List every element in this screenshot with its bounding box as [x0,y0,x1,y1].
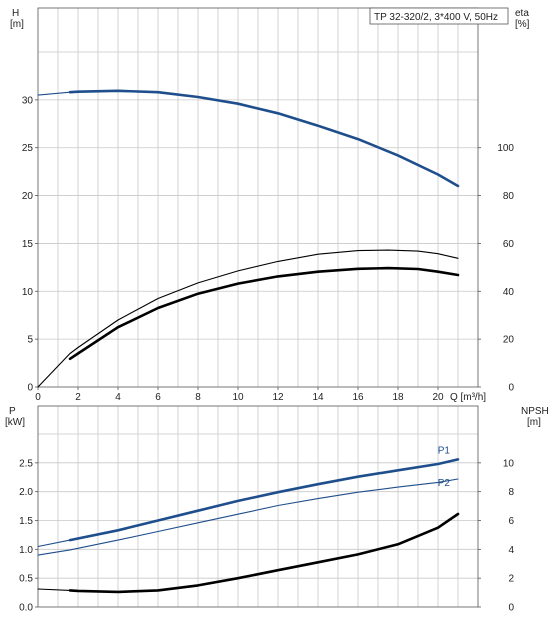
x-tick-label: 4 [115,392,121,403]
plot-frame [37,7,479,388]
y-tick-label-right: 4 [508,545,514,556]
y-tick-label-right: 20 [503,335,515,346]
y-tick-label-right: 0 [508,603,514,614]
x-axis-label: Q [m³/h] [450,392,486,403]
x-tick-label: 0 [35,392,41,403]
series-line-right-3 [37,588,71,591]
y-tick-label-right: 100 [497,143,514,154]
y-tick-label-left: 1.5 [19,516,33,527]
x-tick-label: 12 [272,392,284,403]
y-tick-label-left: 0.5 [19,574,33,585]
y-tick-label-right: 8 [508,487,514,498]
series-line-left-0 [37,91,71,96]
series-label-p1: P1 [438,445,451,456]
series-line-right-2 [37,249,459,388]
x-tick-label: 20 [432,392,444,403]
y-axis-label-left: H [12,8,19,19]
y-axis-label-left-unit: [kW] [5,417,25,428]
y-tick-label-left: 5 [27,335,33,346]
y-tick-label-left: 30 [22,95,34,106]
y-tick-label-right: 40 [503,287,515,298]
y-axis-label-right: NPSH [521,406,549,417]
y-tick-label-right: 6 [508,516,514,527]
plot-frame [37,405,479,608]
y-tick-label-right: 80 [503,191,515,202]
y-tick-label-left: 2.5 [19,458,33,469]
chart-title-box [369,7,509,25]
y-tick-label-left: 2.0 [19,487,33,498]
series-line-p2 [37,478,459,556]
y-axis-label-left: P [9,406,16,417]
x-tick-label: 8 [195,392,201,403]
y-tick-label-right: 10 [503,458,515,469]
x-tick-label: 16 [352,392,364,403]
y-tick-label-left: 10 [22,287,34,298]
x-tick-label: 6 [155,392,161,403]
y-axis-label-right: eta [515,8,529,19]
y-tick-label-left: 0.0 [19,603,33,614]
y-tick-label-left: 20 [22,191,34,202]
y-axis-label-left-unit: [m] [10,19,24,30]
chart-title: TP 32-320/2, 3*400 V, 50Hz [374,12,498,23]
chart-panel-2 [35,405,481,608]
series-label-p2: P2 [438,478,451,489]
x-tick-label: 10 [232,392,244,403]
y-tick-label-left: 0 [27,383,33,394]
x-tick-label: 18 [392,392,404,403]
series-line-p1 [68,458,460,542]
y-tick-label-left: 15 [22,239,34,250]
y-tick-label-right: 2 [508,574,514,585]
y-axis-label-right-unit: [m] [527,417,541,428]
chart-panel-1 [35,7,509,390]
y-tick-label-right: 0 [508,383,514,394]
y-axis-label-right-unit: [%] [515,19,530,30]
series-line-left-1 [68,89,460,188]
x-tick-label: 2 [75,392,81,403]
series-line-right-4 [68,512,460,594]
series-line-right-3 [68,266,460,361]
y-tick-label-right: 60 [503,239,515,250]
x-tick-label: 14 [312,392,324,403]
series-line-p1 [37,539,71,548]
y-tick-label-left: 1.0 [19,545,33,556]
y-tick-label-left: 25 [22,143,34,154]
